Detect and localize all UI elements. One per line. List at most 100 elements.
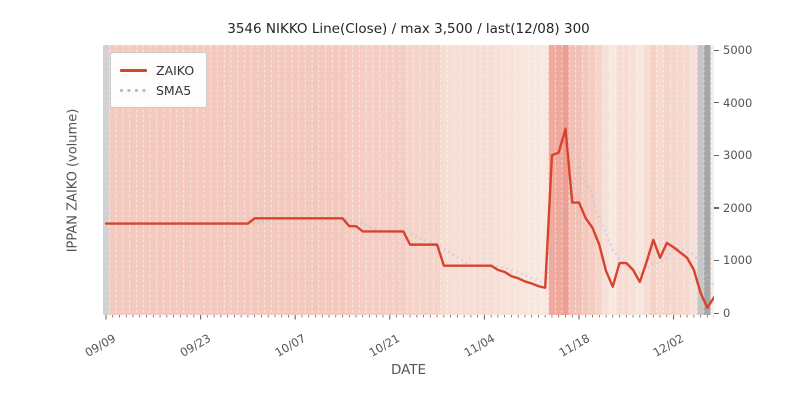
day-band	[406, 45, 414, 315]
day-band	[399, 45, 407, 315]
y-tick-label: 0	[723, 306, 731, 320]
day-band	[237, 45, 245, 315]
day-band	[636, 45, 644, 315]
x-tick-label: 12/02	[650, 331, 686, 360]
day-band	[555, 45, 563, 315]
day-band	[426, 45, 434, 315]
day-band	[643, 45, 650, 315]
day-band	[352, 45, 360, 315]
y-tick-label: 5000	[723, 43, 753, 57]
day-band	[703, 45, 711, 315]
day-band-separators	[108, 45, 712, 315]
day-band	[568, 45, 576, 315]
day-band	[129, 45, 137, 315]
day-band	[616, 45, 623, 315]
day-band	[676, 45, 684, 315]
day-band	[514, 45, 522, 315]
day-band	[156, 45, 164, 315]
day-band	[420, 45, 427, 315]
y-tick-label: 4000	[723, 95, 753, 110]
day-band	[136, 45, 144, 315]
day-band	[271, 45, 279, 315]
day-band	[487, 45, 495, 315]
day-band	[656, 45, 664, 315]
legend: ZAIKO SMA5	[110, 52, 208, 108]
y-tick-label: 2000	[723, 200, 753, 215]
day-band	[379, 45, 387, 315]
y-tick-mark	[714, 102, 719, 104]
day-band	[494, 45, 502, 315]
day-band	[622, 45, 630, 315]
day-band	[649, 45, 657, 315]
day-band	[103, 45, 110, 315]
x-tick-label: 11/18	[556, 331, 592, 360]
day-band	[305, 45, 313, 315]
y-tick-mark	[714, 259, 719, 262]
day-band	[339, 45, 346, 315]
y-tick-mark	[714, 207, 719, 209]
day-band	[109, 45, 117, 315]
sma5-dots-swatch-icon	[120, 88, 147, 92]
legend-item-zaiko: ZAIKO	[120, 60, 194, 80]
day-band	[163, 45, 171, 315]
day-band	[170, 45, 177, 315]
day-band	[393, 45, 400, 315]
day-band	[629, 45, 637, 315]
day-band	[210, 45, 218, 315]
day-band	[697, 45, 704, 315]
day-band	[190, 45, 198, 315]
day-band	[447, 45, 454, 315]
day-band	[372, 45, 380, 315]
day-band	[264, 45, 272, 315]
y-tick-label: 3000	[723, 148, 753, 163]
x-axis-label: DATE	[390, 362, 427, 378]
x-tick-label: 09/09	[82, 331, 118, 360]
zaiko-line	[104, 127, 714, 309]
day-band	[366, 45, 373, 315]
x-tick-label: 09/23	[177, 331, 213, 360]
x-tick-label: 10/21	[366, 331, 402, 360]
day-band	[278, 45, 286, 315]
day-band	[481, 45, 488, 315]
day-band	[501, 45, 509, 315]
day-band	[589, 45, 596, 315]
legend-item-sma5: SMA5	[120, 80, 194, 100]
day-band	[548, 45, 556, 315]
day-band	[291, 45, 299, 315]
day-band	[528, 45, 536, 315]
day-band	[149, 45, 157, 315]
day-band	[332, 45, 340, 315]
plot-svg	[103, 45, 714, 315]
day-band	[562, 45, 569, 315]
day-band	[521, 45, 529, 315]
day-band	[575, 45, 583, 315]
day-band	[183, 45, 191, 315]
day-band	[609, 45, 617, 315]
day-band	[217, 45, 225, 315]
day-band	[244, 45, 252, 315]
day-band	[285, 45, 292, 315]
y-tick-mark	[714, 154, 719, 156]
zaiko-line-swatch-icon	[120, 68, 147, 72]
legend-label: ZAIKO	[156, 62, 195, 78]
day-band	[413, 45, 421, 315]
day-band	[231, 45, 238, 315]
x-tick-label: 10/07	[272, 331, 308, 360]
day-band	[582, 45, 590, 315]
day-band	[670, 45, 677, 315]
day-band	[116, 45, 123, 315]
day-band	[535, 45, 542, 315]
day-band	[433, 45, 441, 315]
day-band	[122, 45, 130, 315]
y-tick-label: 1000	[723, 253, 753, 268]
day-band	[386, 45, 394, 315]
day-band	[541, 45, 549, 315]
chart-title: 3546 NIKKO Line(Close) / max 3,500 / las…	[227, 21, 590, 37]
day-band	[203, 45, 211, 315]
x-tick-strip	[105, 315, 714, 320]
day-band	[467, 45, 475, 315]
plot-area	[103, 45, 714, 315]
day-band	[710, 45, 714, 315]
day-band	[690, 45, 698, 315]
day-band	[474, 45, 482, 315]
